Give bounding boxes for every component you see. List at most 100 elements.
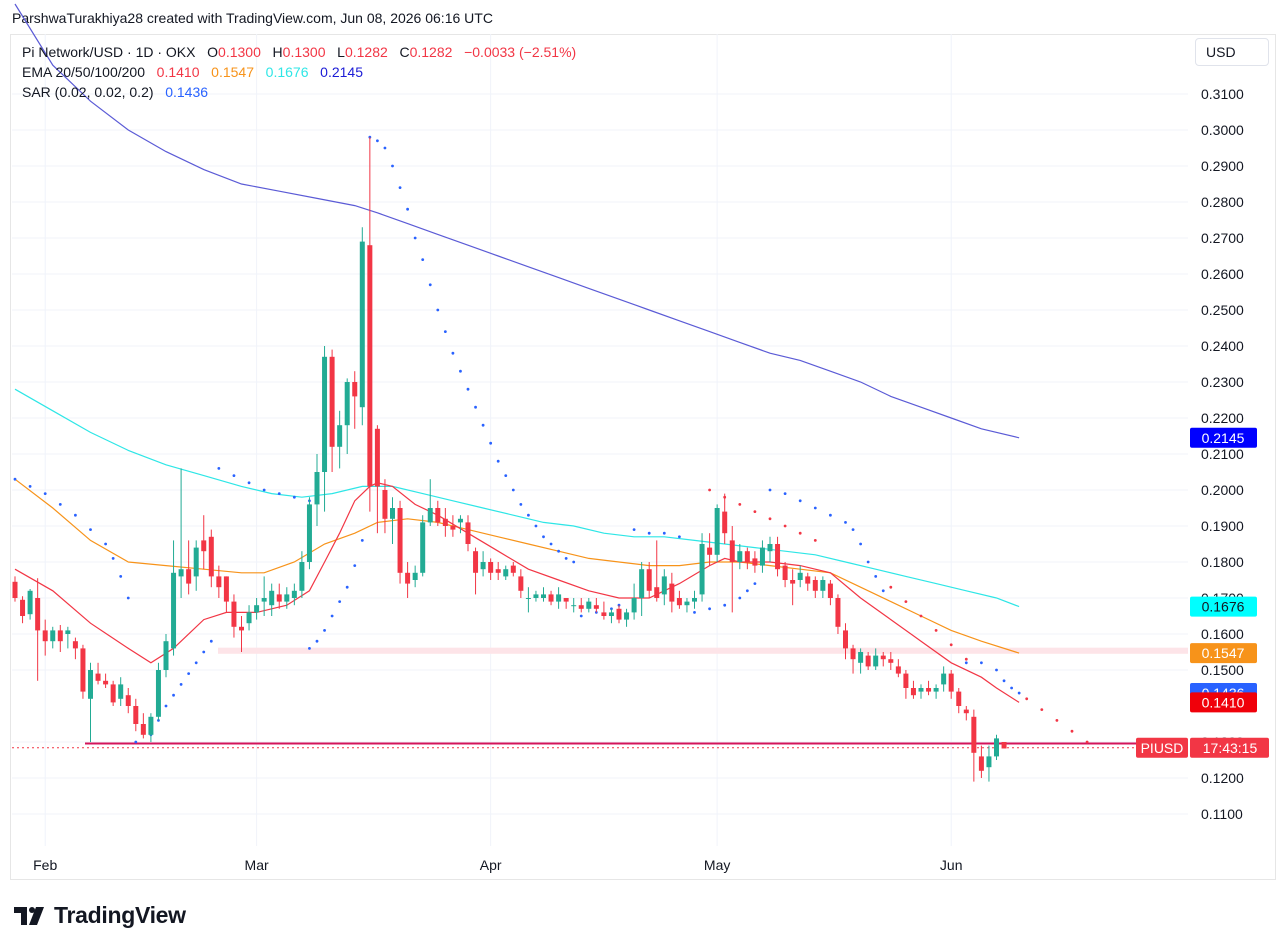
candle-body: [397, 508, 403, 573]
sar-dot: [610, 607, 613, 611]
candle: [646, 562, 652, 598]
candle-body: [299, 562, 305, 591]
candle: [12, 576, 18, 602]
sar-dot: [360, 539, 364, 542]
ema50-value: 0.1547: [211, 64, 254, 80]
sar-dot: [1055, 719, 1059, 722]
sar-dot: [542, 535, 545, 539]
candle-body: [457, 518, 463, 523]
sar-dot: [678, 535, 681, 539]
candle-body: [12, 581, 18, 598]
ema20-line: [14, 482, 1020, 703]
price-tag-bg: [1190, 596, 1257, 617]
candle: [684, 598, 690, 613]
sar-dot: [798, 499, 802, 503]
candle-body: [525, 598, 531, 599]
candle: [850, 644, 856, 674]
sar-dot: [557, 549, 560, 553]
sar-label[interactable]: SAR (0.02, 0.02, 0.2): [22, 84, 154, 100]
sar-dot: [723, 603, 727, 607]
sar-dot: [345, 585, 349, 589]
candle-body: [344, 382, 350, 426]
ema-label[interactable]: EMA 20/50/100/200: [22, 64, 145, 80]
ema50-line: [14, 478, 1020, 654]
candle: [941, 666, 947, 692]
candle: [669, 572, 675, 613]
candle: [239, 616, 244, 652]
sar-dot: [104, 542, 107, 546]
candle: [948, 670, 954, 699]
candle: [314, 454, 320, 526]
candle: [171, 540, 177, 656]
candle: [88, 662, 93, 742]
candle-body: [208, 536, 214, 577]
candle: [971, 709, 977, 782]
candle: [661, 569, 667, 606]
candle: [495, 562, 501, 580]
sar-dot: [353, 564, 357, 567]
candle: [269, 583, 275, 616]
candle: [676, 590, 682, 609]
sar-dot: [632, 528, 636, 531]
sar-dot: [187, 672, 191, 675]
candle: [465, 515, 471, 552]
candle: [858, 648, 864, 674]
close-label: C: [399, 44, 410, 60]
candle: [488, 558, 494, 580]
candle-body: [676, 598, 682, 606]
sar-dot: [376, 139, 379, 143]
chart-frame: [10, 34, 1276, 880]
candle: [72, 637, 78, 660]
candle: [722, 493, 728, 544]
candle: [344, 378, 350, 454]
candle-body: [405, 572, 411, 584]
candle: [352, 371, 358, 429]
candle-body: [163, 641, 169, 670]
candle-body: [843, 630, 848, 649]
candle-body: [352, 382, 358, 397]
currency-selector[interactable]: USD: [1195, 38, 1269, 66]
candle: [608, 608, 614, 624]
sar-dot: [13, 477, 17, 481]
candle-body: [986, 756, 992, 768]
candle: [359, 227, 365, 426]
candle: [427, 479, 433, 526]
sar-dot: [459, 369, 462, 373]
sar-dot: [504, 474, 508, 477]
sar-dot: [738, 596, 742, 600]
candle-body: [797, 572, 803, 580]
candle-body: [616, 608, 622, 620]
candle-body: [88, 670, 93, 699]
y-tick-label: 0.1500: [1201, 662, 1244, 678]
sar-dot: [693, 611, 696, 614]
candle-body: [473, 551, 479, 573]
sar-dot: [474, 405, 477, 409]
candle: [729, 526, 735, 613]
symbol-title[interactable]: Pi Network/USD · 1D · OKX: [22, 44, 196, 60]
sar-dot: [511, 488, 515, 492]
candle-body: [608, 612, 614, 616]
candle-body: [488, 562, 494, 573]
candle-body: [246, 612, 252, 624]
candle-body: [903, 673, 909, 688]
sar-dot: [247, 481, 251, 485]
candle: [261, 576, 267, 616]
candle-body: [291, 590, 297, 598]
sar-dot: [330, 614, 334, 618]
y-tick-label: 0.2000: [1201, 482, 1244, 498]
sar-dot: [519, 503, 523, 506]
sar-dot: [383, 146, 387, 150]
y-tick-label: 0.2900: [1201, 158, 1244, 174]
sar-dot: [421, 258, 425, 261]
candle: [812, 576, 818, 598]
candle-body: [533, 594, 539, 598]
candle: [624, 608, 630, 627]
sar-dot: [1085, 740, 1089, 744]
open-value: 0.1300: [218, 44, 261, 60]
countdown-tag-bg: [1190, 737, 1269, 758]
sar-dot: [617, 603, 621, 607]
ema100-value: 0.1676: [265, 64, 309, 80]
candle-body: [956, 691, 962, 706]
sar-dot: [194, 661, 198, 665]
